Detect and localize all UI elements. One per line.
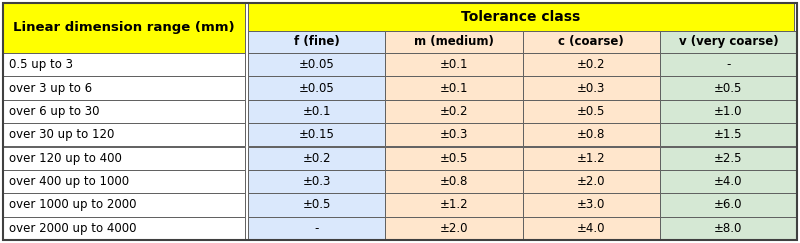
Bar: [3, 100, 245, 123]
Bar: [660, 76, 797, 100]
Text: ±4.0: ±4.0: [714, 175, 742, 188]
Bar: [660, 53, 797, 76]
Bar: [386, 147, 522, 170]
Text: ±2.5: ±2.5: [714, 152, 742, 165]
Text: ±1.2: ±1.2: [577, 152, 606, 165]
Bar: [248, 53, 386, 76]
Bar: [248, 193, 386, 217]
Bar: [248, 170, 386, 193]
Text: ±1.5: ±1.5: [714, 128, 742, 141]
Text: ±0.1: ±0.1: [440, 82, 468, 95]
Text: over 120 up to 400: over 120 up to 400: [9, 152, 122, 165]
Bar: [522, 170, 660, 193]
Bar: [660, 123, 797, 147]
Text: ±0.05: ±0.05: [298, 58, 334, 71]
Text: over 1000 up to 2000: over 1000 up to 2000: [9, 199, 137, 211]
Bar: [522, 76, 660, 100]
Text: ±0.3: ±0.3: [440, 128, 468, 141]
Text: ±0.15: ±0.15: [298, 128, 334, 141]
Bar: [386, 193, 522, 217]
Text: -: -: [314, 222, 319, 235]
Text: -: -: [726, 58, 730, 71]
Bar: [3, 170, 245, 193]
Text: ±4.0: ±4.0: [577, 222, 606, 235]
Text: ±2.0: ±2.0: [440, 222, 468, 235]
Bar: [3, 53, 245, 76]
Bar: [522, 100, 660, 123]
Text: over 2000 up to 4000: over 2000 up to 4000: [9, 222, 137, 235]
Text: Linear dimension range (mm): Linear dimension range (mm): [13, 21, 235, 35]
Text: Tolerance class: Tolerance class: [462, 10, 581, 24]
Text: ±0.05: ±0.05: [298, 82, 334, 95]
Text: ±2.0: ±2.0: [577, 175, 606, 188]
Text: ±0.5: ±0.5: [714, 82, 742, 95]
Text: over 30 up to 120: over 30 up to 120: [9, 128, 114, 141]
Bar: [660, 31, 797, 53]
Text: ±0.5: ±0.5: [440, 152, 468, 165]
Bar: [248, 100, 386, 123]
Bar: [522, 147, 660, 170]
Bar: [248, 147, 386, 170]
Text: c (coarse): c (coarse): [558, 35, 624, 49]
Text: ±0.1: ±0.1: [440, 58, 468, 71]
Text: ±1.2: ±1.2: [439, 199, 468, 211]
Bar: [522, 193, 660, 217]
Text: ±0.2: ±0.2: [302, 152, 331, 165]
Bar: [522, 123, 660, 147]
Text: 0.5 up to 3: 0.5 up to 3: [9, 58, 73, 71]
Bar: [660, 193, 797, 217]
Text: ±0.8: ±0.8: [577, 128, 606, 141]
Text: ±0.5: ±0.5: [577, 105, 606, 118]
Bar: [660, 217, 797, 240]
Text: ±0.2: ±0.2: [440, 105, 468, 118]
Bar: [248, 31, 386, 53]
Text: ±6.0: ±6.0: [714, 199, 742, 211]
Text: ±0.3: ±0.3: [577, 82, 606, 95]
Bar: [248, 3, 794, 31]
Text: over 6 up to 30: over 6 up to 30: [9, 105, 99, 118]
Bar: [386, 53, 522, 76]
Text: ±3.0: ±3.0: [577, 199, 606, 211]
Bar: [386, 217, 522, 240]
Text: over 3 up to 6: over 3 up to 6: [9, 82, 92, 95]
Bar: [386, 76, 522, 100]
Bar: [386, 100, 522, 123]
Text: f (fine): f (fine): [294, 35, 339, 49]
Text: ±8.0: ±8.0: [714, 222, 742, 235]
Bar: [3, 123, 245, 147]
Bar: [522, 31, 660, 53]
Text: ±0.8: ±0.8: [440, 175, 468, 188]
Text: ±0.2: ±0.2: [577, 58, 606, 71]
Text: ±0.1: ±0.1: [302, 105, 331, 118]
Text: m (medium): m (medium): [414, 35, 494, 49]
Bar: [3, 76, 245, 100]
Bar: [3, 3, 245, 53]
Bar: [3, 217, 245, 240]
Bar: [660, 147, 797, 170]
Bar: [660, 170, 797, 193]
Bar: [248, 217, 386, 240]
Bar: [522, 217, 660, 240]
Bar: [3, 193, 245, 217]
Bar: [248, 76, 386, 100]
Bar: [660, 100, 797, 123]
Text: ±0.5: ±0.5: [302, 199, 331, 211]
Bar: [522, 53, 660, 76]
Text: over 400 up to 1000: over 400 up to 1000: [9, 175, 129, 188]
Text: ±1.0: ±1.0: [714, 105, 742, 118]
Bar: [386, 123, 522, 147]
Text: v (very coarse): v (very coarse): [678, 35, 778, 49]
Bar: [386, 31, 522, 53]
Bar: [248, 123, 386, 147]
Bar: [3, 147, 245, 170]
Text: ±0.3: ±0.3: [302, 175, 331, 188]
Bar: [386, 170, 522, 193]
